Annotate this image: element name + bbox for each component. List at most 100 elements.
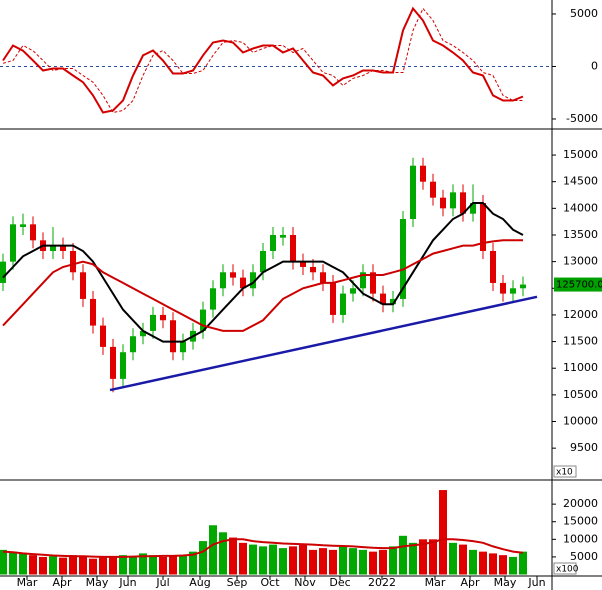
volume-bar <box>69 555 77 575</box>
volume-bar <box>389 546 397 575</box>
volume-bar <box>129 556 137 575</box>
x-tick-label: Dec <box>329 576 350 589</box>
candle-body <box>60 245 66 251</box>
volume-bar <box>329 549 337 575</box>
trendline <box>109 295 538 392</box>
volume-bar <box>459 544 467 575</box>
volume-bar <box>429 539 437 575</box>
candle-body <box>140 330 146 337</box>
volume-bar <box>139 553 147 575</box>
volume-bar <box>99 557 107 575</box>
candle-body <box>30 224 36 241</box>
volume-bar <box>309 549 317 575</box>
volume-bar <box>489 553 497 575</box>
candle-body <box>220 272 226 289</box>
candle-body <box>280 234 286 238</box>
last-price-box <box>554 277 602 292</box>
volume-bar <box>369 551 377 575</box>
candle-body <box>90 298 96 326</box>
candle-body <box>250 272 256 289</box>
candle-body <box>400 218 406 299</box>
volume-bar <box>109 556 117 575</box>
volume-bar <box>289 546 297 575</box>
axis-note: x10 <box>556 468 573 478</box>
y-tick-label: 12000 <box>563 308 598 321</box>
candle-body <box>510 288 516 294</box>
indicator-line <box>2 538 524 558</box>
volume-bar <box>269 544 277 575</box>
volume-bar <box>119 555 127 575</box>
volume-bar <box>449 542 457 575</box>
candle-body <box>210 288 216 310</box>
candle-body <box>470 203 476 214</box>
y-tick-label: 10000 <box>563 532 598 545</box>
candle-body <box>0 261 6 283</box>
volume-bar <box>469 549 477 575</box>
volume-bar <box>0 549 7 575</box>
candle-body <box>20 224 26 227</box>
y-tick-label: 9500 <box>570 441 598 454</box>
y-tick-label: 14500 <box>563 175 598 188</box>
volume-bar <box>29 555 37 575</box>
candle-body <box>100 325 106 347</box>
last-price-label: 125700.0 <box>556 280 602 291</box>
volume-bar <box>399 535 407 575</box>
volume-bar <box>279 548 287 575</box>
y-tick-label: 15000 <box>563 515 598 528</box>
volume-bar <box>479 551 487 575</box>
candle-body <box>490 250 496 283</box>
volume-bar <box>169 556 177 575</box>
candle-body <box>390 298 396 305</box>
x-tick-label: Jun <box>527 576 545 589</box>
indicator-line <box>2 7 523 114</box>
y-tick-label: 15000 <box>563 148 598 161</box>
y-tick-label: 14000 <box>563 201 598 214</box>
volume-bar <box>239 542 247 575</box>
candle-body <box>380 293 386 305</box>
volume-bar <box>39 556 47 575</box>
candle-body <box>130 336 136 353</box>
x-tick-label: Sep <box>227 576 248 589</box>
candle-body <box>160 314 166 321</box>
candle-body <box>480 203 486 251</box>
candle-body <box>290 234 296 262</box>
y-tick-label: 0 <box>591 59 598 72</box>
x-tick-label: Mar <box>17 576 38 589</box>
candle-body <box>180 341 186 353</box>
axis-note-box <box>553 465 577 478</box>
axis-note-box <box>553 562 577 575</box>
candle-body <box>240 277 246 289</box>
x-tick-label: Apr <box>52 576 72 589</box>
candle-body <box>340 293 346 315</box>
candle-body <box>450 192 456 209</box>
axis-note: x100 <box>556 565 579 575</box>
candle-body <box>300 261 306 267</box>
candle-body <box>460 192 466 214</box>
volume-bar <box>189 551 197 575</box>
x-tick-label: Jul <box>155 576 169 589</box>
x-tick-label: Nov <box>294 576 316 589</box>
indicator-line <box>2 202 524 343</box>
x-tick-label: Aug <box>189 576 210 589</box>
candle-body <box>200 309 206 331</box>
y-tick-label: 11000 <box>563 361 598 374</box>
candle-body <box>50 245 56 251</box>
volume-bar <box>79 556 87 575</box>
candle-body <box>80 272 86 299</box>
volume-bar <box>359 549 367 575</box>
candle-body <box>370 272 376 294</box>
volume-bar <box>439 490 447 575</box>
volume-bar <box>149 555 157 575</box>
volume-bar <box>409 542 417 575</box>
volume-bar <box>509 556 517 575</box>
candle-body <box>150 314 156 331</box>
candle-body <box>360 272 366 289</box>
indicator-line <box>2 239 523 332</box>
volume-bar <box>199 541 207 575</box>
indicator-line <box>2 6 524 114</box>
volume-bar <box>499 555 507 575</box>
candle-body <box>440 197 446 209</box>
volume-bar <box>319 548 327 575</box>
